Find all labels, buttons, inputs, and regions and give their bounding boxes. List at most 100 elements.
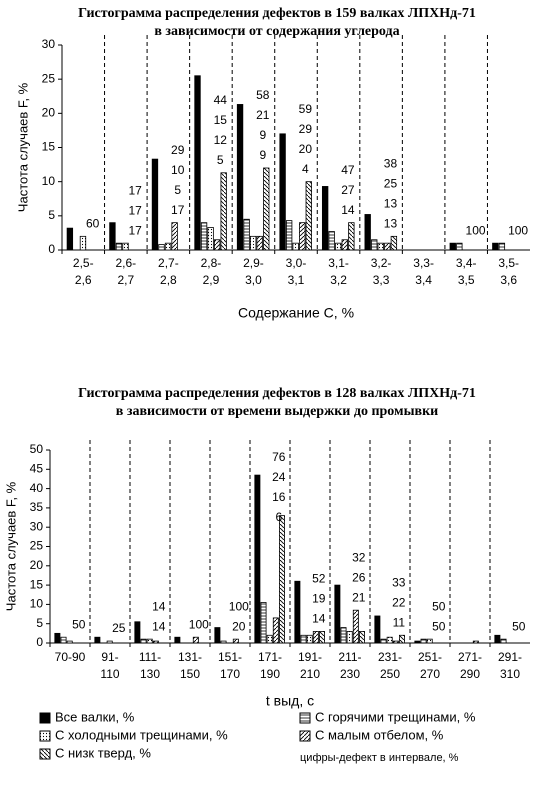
x-tick-label: 210 (300, 667, 320, 681)
defect-note: 14 (341, 203, 355, 217)
defect-note: 6 (275, 510, 282, 524)
x-tick-label: 3,5- (498, 256, 519, 270)
bar (260, 602, 267, 644)
bar (192, 636, 199, 644)
x-tick-label: 2,9- (243, 256, 264, 270)
bar (306, 634, 313, 644)
defect-note: 32 (352, 550, 366, 564)
x-tick-label: 250 (380, 667, 400, 681)
defect-note: 20 (232, 619, 246, 633)
bar (380, 638, 387, 644)
defect-note: 27 (341, 183, 355, 197)
defect-note: 100 (508, 223, 528, 237)
defect-note: 100 (229, 599, 249, 613)
x-tick-label: 170 (220, 667, 240, 681)
legend-note: цифры-дефект в интервале, % (300, 752, 459, 764)
bar (340, 627, 347, 644)
bar (472, 640, 479, 644)
bar (109, 222, 116, 251)
legend-swatch (39, 712, 51, 724)
bar (243, 218, 250, 251)
bar (214, 627, 221, 644)
x-tick-label: 131- (178, 650, 202, 664)
bar (374, 615, 381, 644)
x-tick-label: 3,3 (373, 273, 390, 287)
bar (285, 220, 293, 251)
x-tick-label: 171- (258, 650, 282, 664)
bar (249, 235, 257, 251)
bar (312, 631, 319, 644)
bar (174, 636, 181, 644)
defect-note: 19 (312, 592, 326, 606)
chart-title: Гистограмма распределения дефектов в 128… (78, 386, 476, 401)
defect-note: 5 (174, 183, 181, 197)
bar (279, 133, 286, 251)
y-tick-label: 5 (48, 208, 55, 222)
defect-note: 10 (171, 163, 185, 177)
bar (220, 640, 227, 644)
bar (420, 638, 427, 644)
x-tick-label: 110 (100, 667, 119, 681)
chart-title: Гистограмма распределения дефектов в 159… (78, 6, 476, 21)
defect-note: 52 (312, 572, 326, 586)
y-tick-label: 15 (42, 140, 56, 154)
defect-note: 12 (214, 133, 228, 147)
x-tick-label: 3,0- (286, 256, 307, 270)
defect-note: 22 (392, 595, 406, 609)
y-tick-label: 40 (30, 481, 44, 495)
legend-swatch (39, 730, 51, 742)
x-tick-label: 3,0 (245, 273, 262, 287)
x-axis-label: Содержание С, % (238, 305, 354, 321)
bar (334, 584, 341, 644)
bar (399, 634, 405, 644)
defect-note: 13 (384, 217, 398, 231)
bar (346, 631, 353, 644)
bar (122, 242, 129, 251)
y-axis-label: Частота случаев F, % (3, 481, 18, 611)
defect-note: 5 (217, 153, 224, 167)
defect-note: 21 (352, 590, 366, 604)
defect-note: 11 (393, 615, 406, 629)
x-tick-label: 230 (340, 667, 360, 681)
y-tick-label: 35 (30, 500, 44, 514)
defect-note: 9 (259, 128, 266, 142)
x-tick-label: 2,7 (117, 273, 134, 287)
x-tick-label: 2,6- (115, 256, 136, 270)
x-tick-label: 151- (218, 650, 242, 664)
x-axis-label: t выд, с (266, 693, 314, 709)
legend-label: С низк тверд, % (55, 745, 151, 760)
defect-note: 14 (152, 599, 166, 613)
bar (300, 634, 307, 644)
x-tick-label: 291- (498, 650, 522, 664)
bar (115, 242, 123, 251)
defect-note: 44 (214, 93, 228, 107)
bar (359, 631, 365, 644)
bar (352, 609, 359, 644)
x-tick-label: 3,4 (415, 273, 432, 287)
y-tick-label: 25 (42, 71, 56, 85)
bar (492, 242, 499, 251)
bar (377, 242, 384, 251)
y-tick-label: 20 (30, 558, 44, 572)
defect-note: 17 (128, 183, 142, 197)
defect-note: 29 (299, 122, 313, 136)
bar (449, 242, 456, 251)
defect-note: 16 (272, 490, 286, 504)
bar (426, 638, 433, 644)
x-tick-label: 3,2 (330, 273, 347, 287)
bar (494, 634, 501, 644)
bar (207, 227, 214, 251)
legend-label: С холодными трещинами, % (55, 727, 228, 742)
y-tick-label: 0 (36, 635, 43, 649)
bar (364, 214, 371, 251)
x-tick-label: 270 (420, 667, 440, 681)
bar (254, 474, 261, 644)
defect-note: 58 (256, 88, 270, 102)
defect-note: 50 (432, 599, 446, 613)
y-tick-label: 0 (48, 242, 55, 256)
x-tick-label: 130 (140, 667, 160, 681)
bar (220, 172, 227, 251)
x-tick-label: 290 (460, 667, 480, 681)
bar (305, 181, 312, 251)
